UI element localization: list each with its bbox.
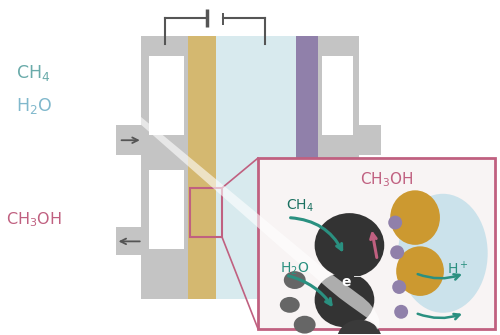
Bar: [190, 188, 222, 238]
Ellipse shape: [280, 297, 299, 313]
Bar: [116, 227, 140, 255]
Bar: [148, 170, 184, 249]
Bar: [360, 125, 382, 155]
Ellipse shape: [398, 194, 488, 313]
Bar: [258, 158, 494, 329]
Bar: [322, 170, 354, 249]
Circle shape: [390, 245, 404, 259]
Circle shape: [392, 280, 406, 294]
Text: e$^-$: e$^-$: [341, 276, 361, 290]
Circle shape: [388, 216, 402, 229]
Text: H$_2$O: H$_2$O: [16, 95, 52, 116]
Bar: [188, 36, 216, 299]
Ellipse shape: [337, 320, 382, 335]
Ellipse shape: [390, 190, 440, 245]
Bar: [322, 56, 354, 135]
Ellipse shape: [396, 246, 444, 296]
Text: CH$_4$: CH$_4$: [286, 197, 314, 214]
Ellipse shape: [284, 271, 306, 289]
PathPatch shape: [0, 265, 380, 335]
Text: H$_2$O: H$_2$O: [280, 261, 309, 277]
Text: H$^+$: H$^+$: [447, 260, 468, 277]
Bar: [140, 36, 360, 299]
Bar: [296, 36, 318, 299]
Circle shape: [394, 305, 408, 319]
Ellipse shape: [314, 213, 384, 278]
Bar: [216, 36, 296, 299]
Bar: [148, 56, 184, 135]
Text: CH$_3$OH: CH$_3$OH: [360, 171, 413, 189]
Ellipse shape: [314, 273, 374, 327]
Text: CH$_4$: CH$_4$: [16, 63, 50, 83]
Bar: [116, 125, 140, 155]
Ellipse shape: [294, 316, 316, 334]
Text: CH$_3$OH: CH$_3$OH: [6, 210, 62, 229]
